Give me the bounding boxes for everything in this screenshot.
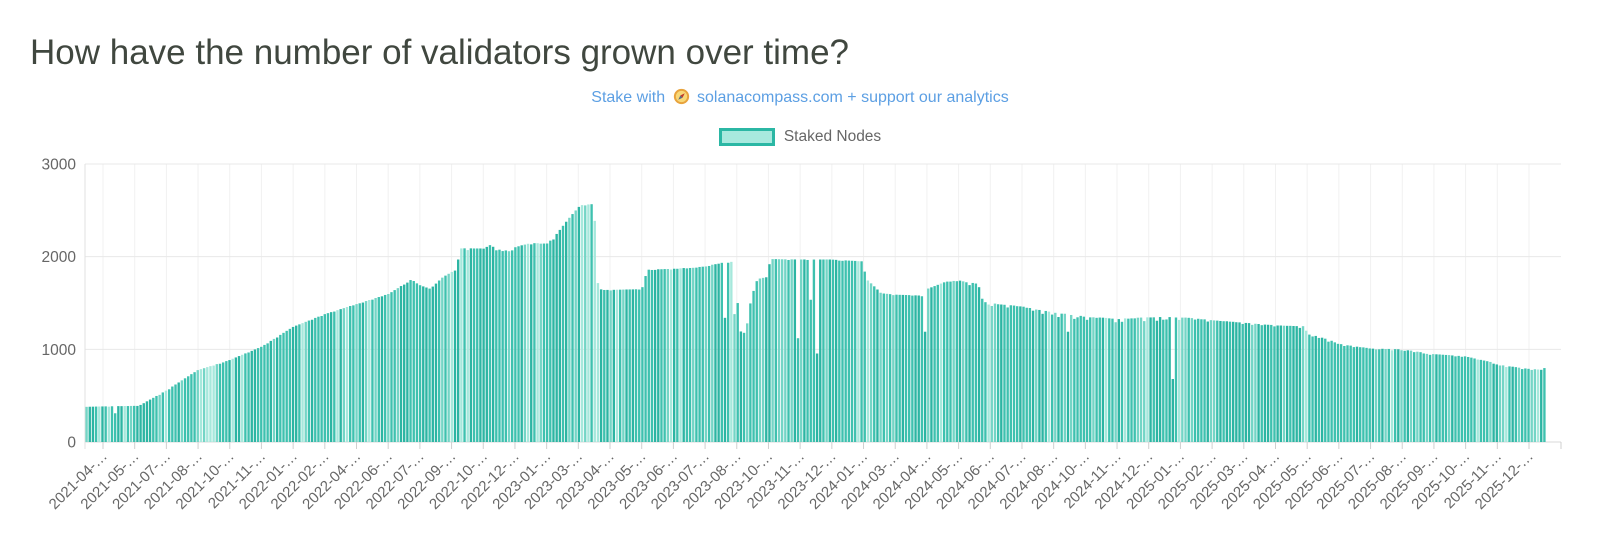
y-tick-label: 1000 — [42, 342, 77, 359]
page-title: How have the number of validators grown … — [30, 33, 850, 73]
y-tick-label: 2000 — [42, 249, 77, 266]
legend-item-staked-nodes[interactable]: Staked Nodes — [0, 128, 1600, 146]
y-tick-label: 3000 — [42, 157, 77, 174]
y-tick-label: 0 — [67, 435, 76, 452]
bars-staked-nodes[interactable] — [85, 204, 1546, 442]
legend-swatch — [718, 128, 775, 146]
promo-text-after: solanacompass.com + support our analytic… — [697, 89, 1009, 106]
promo-text-before: Stake with — [591, 89, 666, 106]
legend-label: Staked Nodes — [783, 128, 882, 145]
stake-promo-link[interactable]: Stake with solanacompass.com + support o… — [0, 88, 1600, 107]
compass-icon — [673, 88, 690, 105]
